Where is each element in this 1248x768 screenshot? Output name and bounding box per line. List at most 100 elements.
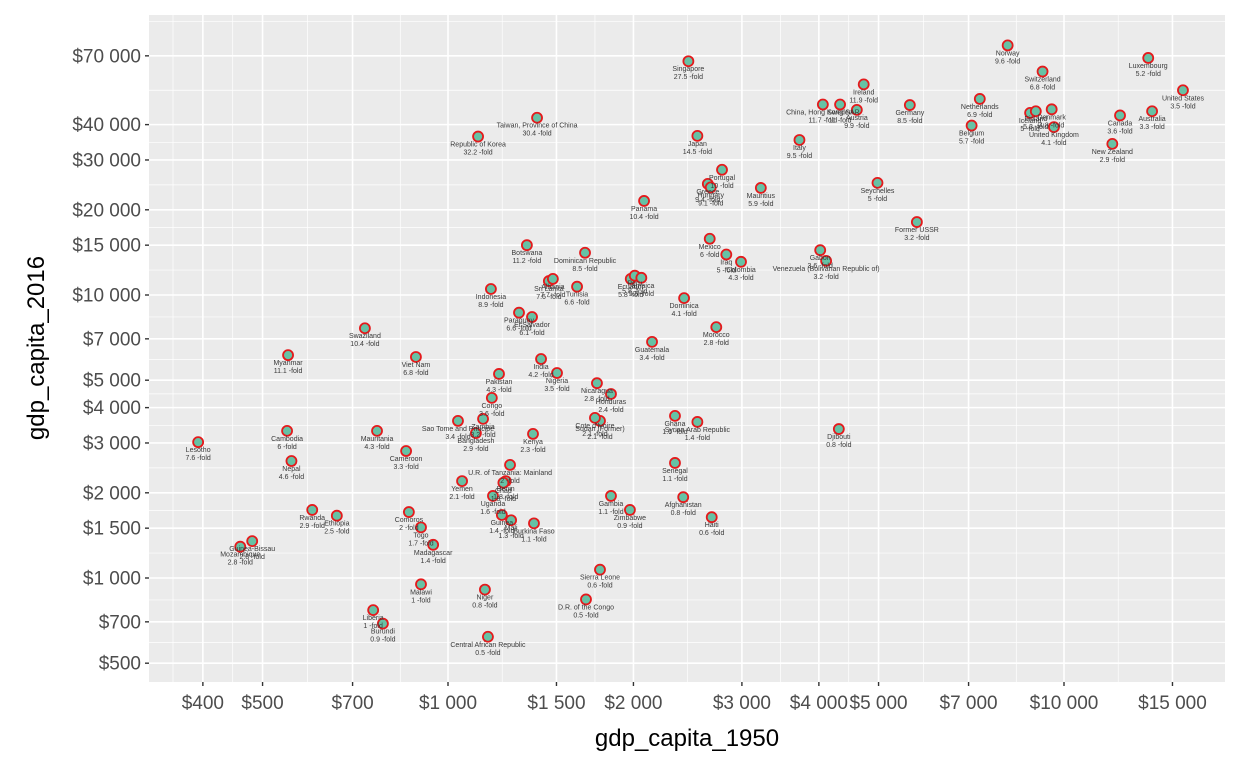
point-label-country: Belgium xyxy=(959,131,984,138)
point-label-country: Gambia xyxy=(599,501,624,508)
point-label-fold: 0.5 -fold xyxy=(475,650,500,657)
data-point xyxy=(479,583,491,596)
point-label-fold: 9.9 -fold xyxy=(844,123,869,130)
point-label-fold: 5.7 -fold xyxy=(959,139,984,146)
point-label-fold: 0.5 -fold xyxy=(573,612,598,619)
point-label-fold: 5 -fold xyxy=(1020,126,1040,133)
point-label-fold: 2.9 -fold xyxy=(300,523,325,530)
data-point xyxy=(402,506,415,518)
point-label-country: Republic of Korea xyxy=(450,142,506,149)
y-tick-label: $5 000 xyxy=(83,371,141,392)
point-label-fold: 3.3 -fold xyxy=(393,464,418,471)
point-label-fold: 4.2 -fold xyxy=(528,372,553,379)
x-tick-label: $4 000 xyxy=(790,693,848,714)
data-point xyxy=(973,93,986,105)
point-label-country: Morocco xyxy=(703,332,730,339)
point-label-country: Zimbabwe xyxy=(614,515,646,522)
data-point xyxy=(793,134,806,146)
point-label-country: Afghanistan xyxy=(665,502,702,509)
point-label-country: Taiwan, Province of China xyxy=(497,123,578,130)
point-label-fold: 1.7 -fold xyxy=(408,540,433,547)
point-label-country: Cambodia xyxy=(271,436,303,443)
y-tick-label: $1 500 xyxy=(83,519,141,540)
data-point xyxy=(910,216,923,228)
point-label-fold: 1.4 -fold xyxy=(685,435,710,442)
point-label-fold: 3.5 -fold xyxy=(1170,103,1195,110)
data-point xyxy=(691,416,704,428)
point-label-country: Albania xyxy=(541,284,564,291)
point-label-fold: 3.3 -fold xyxy=(1139,124,1164,131)
point-label-country: Ecuador xyxy=(618,284,645,291)
point-label-fold: 8.9 -fold xyxy=(478,302,503,309)
point-label-country: El Salvador xyxy=(514,322,550,329)
point-label-country: Nepal xyxy=(282,466,301,473)
point-label-fold: 8.5 -fold xyxy=(897,118,922,125)
data-point xyxy=(754,182,767,194)
point-label-country: Colombia xyxy=(726,267,756,274)
data-point xyxy=(710,321,723,334)
point-label-fold: 3.4 -fold xyxy=(639,355,664,362)
x-tick-label: $10 000 xyxy=(1030,693,1099,714)
point-label-fold: 5.8 -fold xyxy=(622,289,647,296)
point-label-fold: 4.1 -fold xyxy=(1041,140,1066,147)
point-label-country: Greece xyxy=(696,189,719,196)
point-label-country: Lesotho xyxy=(186,447,211,454)
data-point xyxy=(485,391,498,404)
point-label-fold: 11.9 -fold xyxy=(849,97,878,104)
point-label-fold: 0.8 -fold xyxy=(472,603,497,610)
data-point xyxy=(594,563,606,576)
point-label-fold: 4.3 -fold xyxy=(486,387,511,394)
point-label-country: Central African Republic xyxy=(450,642,526,649)
data-point xyxy=(1029,105,1042,118)
data-point xyxy=(605,388,617,400)
data-point xyxy=(735,255,747,268)
data-point xyxy=(415,578,427,591)
data-point xyxy=(691,129,704,142)
point-label-country: Benin xyxy=(497,486,515,493)
x-tick-label: $500 xyxy=(241,693,283,714)
point-label-country: Honduras xyxy=(596,399,627,406)
point-label-fold: 11.2 -fold xyxy=(513,258,542,265)
point-label-fold: 0.6 -fold xyxy=(587,583,612,590)
data-point xyxy=(1045,103,1058,116)
point-label-fold: 6.1 -fold xyxy=(519,330,544,337)
point-label-fold: 3.6 -fold xyxy=(808,263,833,270)
data-points xyxy=(192,39,1189,643)
point-label-country: Luxembourg xyxy=(1129,63,1168,70)
point-label-country: Botswana xyxy=(512,250,543,257)
point-label-fold: 2.4 -fold xyxy=(598,407,623,414)
data-point xyxy=(482,630,494,643)
data-point xyxy=(1001,39,1014,52)
data-point xyxy=(246,535,259,548)
data-point xyxy=(1146,105,1158,118)
point-label-fold: 1.6 -fold xyxy=(480,509,505,516)
data-point xyxy=(192,436,205,449)
point-label-country: Sierra Leone xyxy=(580,575,620,582)
y-axis: $500 $700 $1 000 $1 500 $2 000 $3 000 $4 000 $5… xyxy=(72,46,149,675)
point-label-country: Paraguay xyxy=(504,318,534,325)
point-label-fold: 0.8 -fold xyxy=(671,510,696,517)
point-label-fold: 2 -fold xyxy=(399,525,419,532)
point-label-country: India xyxy=(533,364,548,371)
data-point xyxy=(371,424,383,437)
point-label-country: Mauritius xyxy=(747,193,776,200)
point-label-country: Italy xyxy=(793,145,806,152)
data-point xyxy=(646,335,658,348)
point-label-country: Mauritania xyxy=(361,436,394,443)
point-label-country: Seychelles xyxy=(861,188,895,195)
data-point xyxy=(470,427,482,440)
point-label-country: Comoros xyxy=(395,517,424,524)
point-label-country: Austria xyxy=(846,115,868,122)
data-point xyxy=(703,232,716,245)
y-tick-label: $3 000 xyxy=(83,433,141,454)
point-label-fold: 5.8 -fold xyxy=(618,292,643,299)
point-label-fold: 1.8 -fold xyxy=(493,494,518,501)
y-axis-title: gdp_capita_2016 xyxy=(23,256,50,440)
y-tick-label: $10 000 xyxy=(72,286,141,307)
data-point xyxy=(580,593,592,606)
point-label-country: Indonesia xyxy=(476,294,506,301)
data-point xyxy=(452,415,464,427)
data-point xyxy=(682,55,695,68)
point-label-fold: 30.4 -fold xyxy=(522,131,551,138)
point-label-fold: 6.9 -fold xyxy=(967,112,992,119)
